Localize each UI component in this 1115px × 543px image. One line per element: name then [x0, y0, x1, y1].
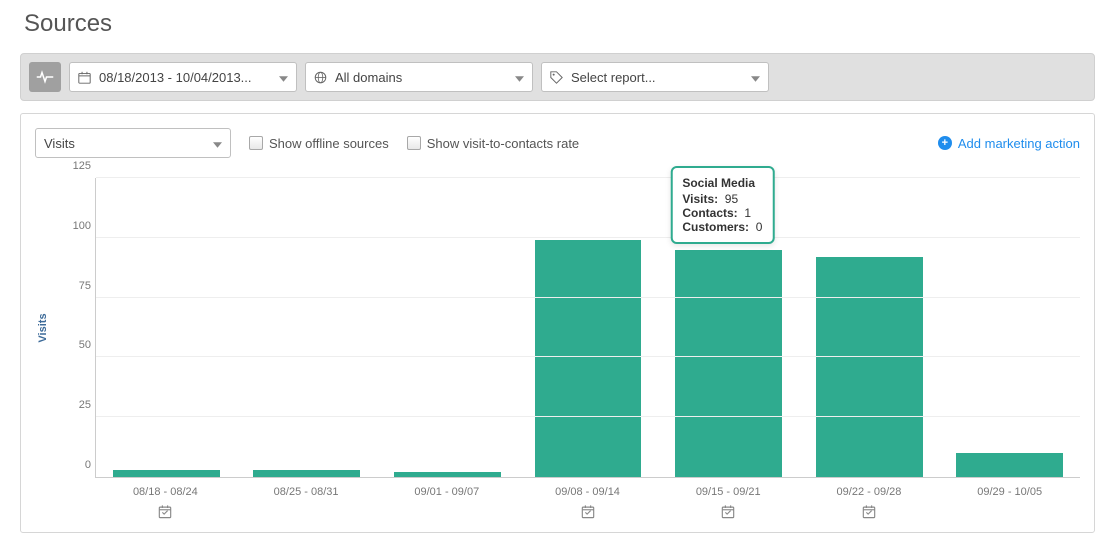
- domain-dropdown[interactable]: All domains: [305, 62, 533, 92]
- bar-slot: [518, 178, 659, 477]
- report-label: Select report...: [571, 70, 745, 85]
- checkbox-icon: [249, 136, 263, 150]
- bar-slot: [377, 178, 518, 477]
- y-tick-label: 100: [61, 220, 91, 232]
- x-tick-label: 09/08 - 09/14: [517, 478, 658, 498]
- domain-label: All domains: [335, 70, 509, 85]
- bar-slot: [96, 178, 237, 477]
- x-tick-label: 09/22 - 09/28: [799, 478, 940, 498]
- calendar-check-icon[interactable]: [581, 504, 595, 522]
- x-marker-slot: [939, 504, 1080, 522]
- show-offline-label: Show offline sources: [269, 136, 389, 151]
- chart-controls: Visits Show offline sources Show visit-t…: [35, 128, 1080, 158]
- x-tick-label: 08/25 - 08/31: [236, 478, 377, 498]
- bar-slot: [237, 178, 378, 477]
- gridline: [96, 297, 1080, 298]
- x-axis-labels: 08/18 - 08/2408/25 - 08/3109/01 - 09/070…: [35, 478, 1080, 498]
- chart-bar[interactable]: [816, 257, 923, 477]
- chevron-down-icon: [751, 70, 760, 85]
- filter-bar: 08/18/2013 - 10/04/2013... All domains S…: [20, 53, 1095, 101]
- x-marker-slot: [658, 504, 799, 522]
- metric-label: Visits: [44, 136, 207, 151]
- activity-toggle-button[interactable]: [29, 62, 61, 92]
- tooltip-row: Visits: 95: [682, 192, 762, 206]
- gridline: [96, 237, 1080, 238]
- chart-bar[interactable]: [535, 240, 642, 477]
- bar-slot: [939, 178, 1080, 477]
- chart-bar[interactable]: [956, 453, 1063, 477]
- calendar-check-icon[interactable]: [862, 504, 876, 522]
- globe-icon: [314, 71, 327, 84]
- y-tick-label: 0: [61, 459, 91, 471]
- activity-icon: [36, 70, 54, 84]
- calendar-check-icon[interactable]: [721, 504, 735, 522]
- calendar-icon: [78, 71, 91, 84]
- bar-slot: Social Media Visits: 95Contacts: 1Custome…: [658, 178, 799, 477]
- page-title: Sources: [24, 10, 1095, 38]
- show-offline-checkbox[interactable]: Show offline sources: [249, 136, 389, 151]
- y-axis-label: Visits: [37, 313, 49, 342]
- x-marker-slot: [517, 504, 658, 522]
- y-tick-label: 25: [61, 399, 91, 411]
- chart-bar[interactable]: [394, 472, 501, 477]
- bar-slot: [799, 178, 940, 477]
- gridline: [96, 356, 1080, 357]
- add-marketing-action-link[interactable]: + Add marketing action: [938, 136, 1080, 151]
- x-marker-slot: [236, 504, 377, 522]
- chart-bar[interactable]: [113, 470, 220, 477]
- show-v2c-checkbox[interactable]: Show visit-to-contacts rate: [407, 136, 579, 151]
- gridline: [96, 416, 1080, 417]
- chart-plot: Social Media Visits: 95Contacts: 1Custome…: [95, 178, 1080, 478]
- date-range-label: 08/18/2013 - 10/04/2013...: [99, 70, 273, 85]
- chart-bar[interactable]: [253, 470, 360, 477]
- add-action-label: Add marketing action: [958, 136, 1080, 151]
- x-tick-label: 09/01 - 09/07: [376, 478, 517, 498]
- metric-dropdown[interactable]: Visits: [35, 128, 231, 158]
- x-tick-label: 08/18 - 08/24: [95, 478, 236, 498]
- tag-icon: [550, 71, 563, 84]
- bars-container: Social Media Visits: 95Contacts: 1Custome…: [96, 178, 1080, 477]
- gridline: [96, 177, 1080, 178]
- chevron-down-icon: [279, 70, 288, 85]
- chart-area: Visits Social Media Visits: 95Contacts: 1…: [35, 178, 1080, 478]
- chart-card: Visits Show offline sources Show visit-t…: [20, 113, 1095, 533]
- report-dropdown[interactable]: Select report...: [541, 62, 769, 92]
- chevron-down-icon: [213, 136, 222, 151]
- checkbox-icon: [407, 136, 421, 150]
- tooltip-row: Contacts: 1: [682, 206, 762, 220]
- date-range-dropdown[interactable]: 08/18/2013 - 10/04/2013...: [69, 62, 297, 92]
- x-marker-slot: [799, 504, 940, 522]
- chart-tooltip: Social Media Visits: 95Contacts: 1Custome…: [670, 166, 774, 244]
- x-axis-markers: [35, 504, 1080, 522]
- x-tick-label: 09/29 - 10/05: [939, 478, 1080, 498]
- calendar-check-icon[interactable]: [158, 504, 172, 522]
- chevron-down-icon: [515, 70, 524, 85]
- plus-circle-icon: +: [938, 136, 952, 150]
- y-tick-label: 50: [61, 339, 91, 351]
- x-tick-label: 09/15 - 09/21: [658, 478, 799, 498]
- x-marker-slot: [376, 504, 517, 522]
- tooltip-row: Customers: 0: [682, 220, 762, 234]
- x-marker-slot: [95, 504, 236, 522]
- y-tick-label: 125: [61, 160, 91, 172]
- show-v2c-label: Show visit-to-contacts rate: [427, 136, 579, 151]
- tooltip-title: Social Media: [682, 176, 762, 190]
- chart-bar[interactable]: [675, 250, 782, 477]
- y-tick-label: 75: [61, 280, 91, 292]
